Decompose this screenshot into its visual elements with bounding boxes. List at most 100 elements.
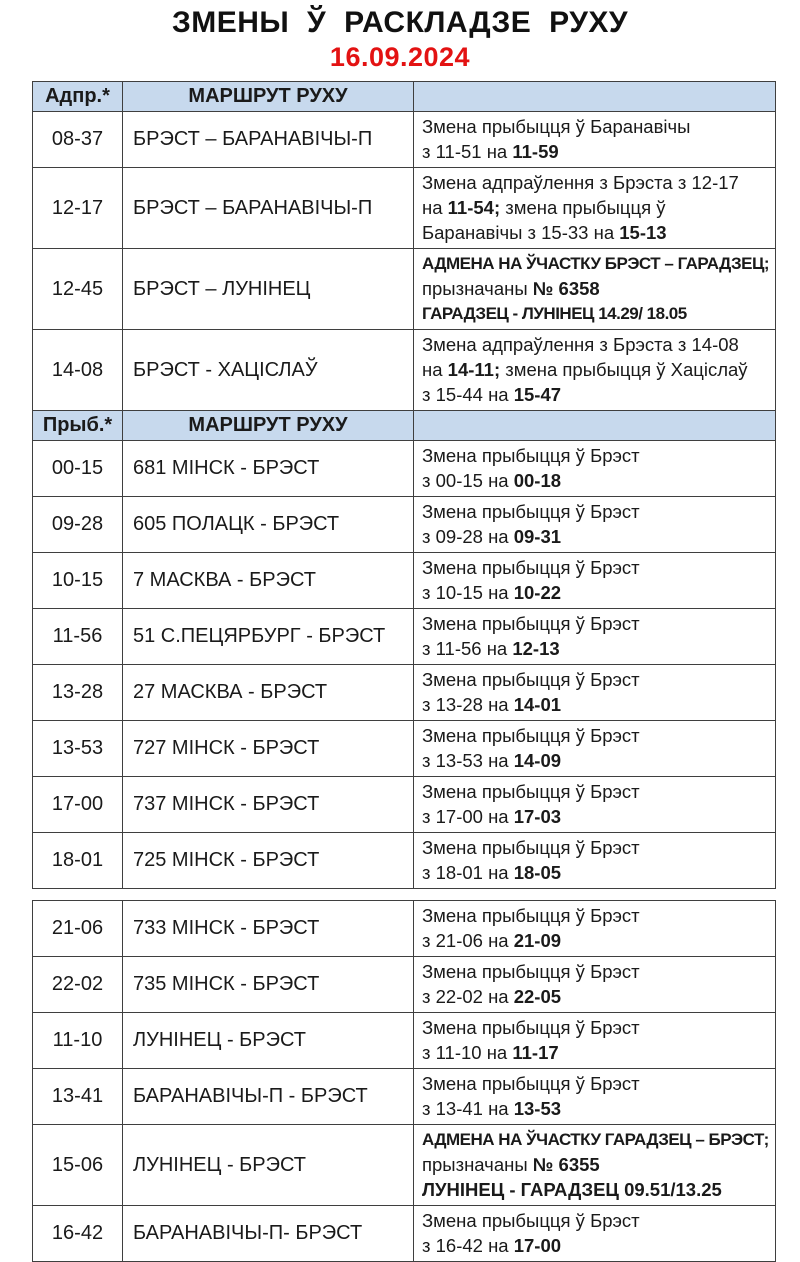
change-cell: Змена прыбыцця ў Брэст з 00-15 на 00-18 (413, 440, 776, 497)
change-line: з 11-56 на 12-13 (422, 638, 560, 659)
change-line: ГАРАДЗЕЦ - ЛУНІНЕЦ 14.29/ 18.05 (422, 304, 687, 323)
route-cell: БРЭСТ – БАРАНАВІЧЫ-П (122, 111, 414, 168)
change-cell: Змена прыбыцця ў Брэст з 09-28 на 09-31 (413, 496, 776, 553)
route-cell: БРЭСТ – ЛУНІНЕЦ (122, 248, 414, 330)
route-cell: 605 ПОЛАЦК - БРЭСТ (122, 496, 414, 553)
change-line: Змена прыбыцця ў Брэст (422, 557, 640, 578)
schedule-row: 08-37 БРЭСТ – БАРАНАВІЧЫ-П Змена прыбыцця … (32, 111, 776, 168)
schedule-row: 18-01 725 МІНСК - БРЭСТ Змена прыбыцця ў Б… (32, 832, 776, 889)
time-cell: 08-37 (32, 111, 123, 168)
section-header-row: Прыб.* МАРШРУТ РУХУ (32, 410, 776, 441)
route-cell: 51 С.ПЕЦЯРБУРГ - БРЭСТ (122, 608, 414, 665)
change-line: з 11-10 на 11-17 (422, 1042, 559, 1063)
route-cell: 725 МІНСК - БРЭСТ (122, 832, 414, 889)
time-cell: 11-56 (32, 608, 123, 665)
schedule-table-2-body: 21-06 733 МІНСК - БРЭСТ Змена прыбыцця ў Б… (32, 900, 776, 1262)
time-cell: 14-08 (32, 329, 123, 411)
change-cell: Змена прыбыцця ў Баранавічы з 11-51 на 11… (413, 111, 776, 168)
change-line: АДМЕНА НА ЎЧАСТКУ ГАРАДЗЕЦ – БРЭСТ; (422, 1130, 769, 1149)
change-cell: АДМЕНА НА ЎЧАСТКУ БРЭСТ – ГАРАДЗЕЦ; прызн… (413, 248, 776, 330)
change-cell: Змена адпраўлення з Брэста з 12-17 на 11-… (413, 167, 776, 249)
time-cell: 09-28 (32, 496, 123, 553)
change-line: АДМЕНА НА ЎЧАСТКУ БРЭСТ – ГАРАДЗЕЦ; (422, 254, 770, 273)
change-line: Змена прыбыцця ў Брэст (422, 445, 640, 466)
change-line: прызначаны № 6358 (422, 278, 600, 299)
route-cell: БРЭСТ – БАРАНАВІЧЫ-П (122, 167, 414, 249)
route-cell: БАРАНАВІЧЫ-П- БРЭСТ (122, 1205, 414, 1262)
time-cell: 21-06 (32, 900, 123, 957)
change-line: прызначаны № 6355 (422, 1154, 600, 1175)
section-header-empty (413, 410, 776, 441)
change-line: Змена прыбыцця ў Баранавічы (422, 116, 691, 137)
schedule-table-1: Адпр.* МАРШРУТ РУХУ 08-37 БРЭСТ – БАРАНАВІЧ… (32, 81, 776, 889)
change-line: з 09-28 на 09-31 (422, 526, 562, 547)
change-cell: Змена прыбыцця ў Брэст з 11-56 на 12-13 (413, 608, 776, 665)
change-line: на 14-11; змена прыбыцця ў Хаціслаў (422, 359, 748, 380)
section-header-route: МАРШРУТ РУХУ (122, 81, 414, 112)
schedule-table-2: 21-06 733 МІНСК - БРЭСТ Змена прыбыцця ў Б… (32, 900, 776, 1262)
change-line: з 13-53 на 14-09 (422, 750, 562, 771)
time-cell: 15-06 (32, 1124, 123, 1206)
change-line: Змена прыбыцця ў Брэст (422, 501, 640, 522)
section-header-row: Адпр.* МАРШРУТ РУХУ (32, 81, 776, 112)
time-cell: 18-01 (32, 832, 123, 889)
change-line: Баранавічы з 15-33 на 15-13 (422, 222, 667, 243)
change-line: Змена прыбыцця ў Брэст (422, 725, 640, 746)
change-line: Змена прыбыцця ў Брэст (422, 905, 640, 926)
change-cell: Змена прыбыцця ў Брэст з 22-02 на 22-05 (413, 956, 776, 1013)
route-cell: 737 МІНСК - БРЭСТ (122, 776, 414, 833)
time-cell: 00-15 (32, 440, 123, 497)
time-cell: 17-00 (32, 776, 123, 833)
schedule-row: 16-42 БАРАНАВІЧЫ-П- БРЭСТ Змена прыбыцця ў… (32, 1205, 776, 1262)
schedule-date: 16.09.2024 (329, 42, 471, 72)
schedule-row: 17-00 737 МІНСК - БРЭСТ Змена прыбыцця ў Б… (32, 776, 776, 833)
schedule-row: 00-15 681 МІНСК - БРЭСТ Змена прыбыцця ў Б… (32, 440, 776, 497)
change-cell: Змена адпраўлення з Брэста з 14-08 на 14-… (413, 329, 776, 411)
change-line: ЛУНІНЕЦ - ГАРАДЗЕЦ 09.51/13.25 (422, 1179, 722, 1200)
route-cell: 735 МІНСК - БРЭСТ (122, 956, 414, 1013)
schedule-row: 09-28 605 ПОЛАЦК - БРЭСТ Змена прыбыцця ў … (32, 496, 776, 553)
change-line: з 22-02 на 22-05 (422, 986, 562, 1007)
section-header-time: Адпр.* (32, 81, 123, 112)
schedule-row: 12-17 БРЭСТ – БАРАНАВІЧЫ-П Змена адпраўлен… (32, 167, 776, 249)
time-cell: 16-42 (32, 1205, 123, 1262)
change-line: з 13-28 на 14-01 (422, 694, 562, 715)
time-cell: 10-15 (32, 552, 123, 609)
section-header-empty (413, 81, 776, 112)
schedule-row: 13-53 727 МІНСК - БРЭСТ Змена прыбыцця ў Б… (32, 720, 776, 777)
schedule-row: 14-08 БРЭСТ - ХАЦІСЛАЎ Змена адпраўлення з… (32, 329, 776, 411)
change-cell: Змена прыбыцця ў Брэст з 11-10 на 11-17 (413, 1012, 776, 1069)
route-cell: 7 МАСКВА - БРЭСТ (122, 552, 414, 609)
schedule-row: 13-41 БАРАНАВІЧЫ-П - БРЭСТ Змена прыбыцця … (32, 1068, 776, 1125)
schedule-row: 13-28 27 МАСКВА - БРЭСТ Змена прыбыцця ў Б… (32, 664, 776, 721)
time-cell: 12-17 (32, 167, 123, 249)
route-cell: 733 МІНСК - БРЭСТ (122, 900, 414, 957)
route-cell: БРЭСТ - ХАЦІСЛАЎ (122, 329, 414, 411)
change-line: Змена прыбыцця ў Брэст (422, 669, 640, 690)
time-cell: 13-28 (32, 664, 123, 721)
schedule-row: 21-06 733 МІНСК - БРЭСТ Змена прыбыцця ў Б… (32, 900, 776, 957)
time-cell: 13-41 (32, 1068, 123, 1125)
time-cell: 12-45 (32, 248, 123, 330)
change-cell: АДМЕНА НА ЎЧАСТКУ ГАРАДЗЕЦ – БРЭСТ; прызн… (413, 1124, 776, 1206)
change-line: на 11-54; змена прыбыцця ў (422, 197, 666, 218)
route-cell: 681 МІНСК - БРЭСТ (122, 440, 414, 497)
route-cell: БАРАНАВІЧЫ-П - БРЭСТ (122, 1068, 414, 1125)
route-cell: ЛУНІНЕЦ - БРЭСТ (122, 1012, 414, 1069)
change-line: Змена адпраўлення з Брэста з 12-17 (422, 172, 739, 193)
change-line: Змена прыбыцця ў Брэст (422, 613, 640, 634)
change-line: Змена адпраўлення з Брэста з 14-08 (422, 334, 739, 355)
change-cell: Змена прыбыцця ў Брэст з 13-41 на 13-53 (413, 1068, 776, 1125)
schedule-row: 11-10 ЛУНІНЕЦ - БРЭСТ Змена прыбыцця ў Брэ… (32, 1012, 776, 1069)
section-header-time: Прыб.* (32, 410, 123, 441)
schedule-row: 11-56 51 С.ПЕЦЯРБУРГ - БРЭСТ Змена прыбыцц… (32, 608, 776, 665)
schedule-row: 12-45 БРЭСТ – ЛУНІНЕЦ АДМЕНА НА ЎЧАСТКУ БР… (32, 248, 776, 330)
section-header-route: МАРШРУТ РУХУ (122, 410, 414, 441)
change-cell: Змена прыбыцця ў Брэст з 21-06 на 21-09 (413, 900, 776, 957)
change-line: Змена прыбыцця ў Брэст (422, 1210, 640, 1231)
change-line: з 13-41 на 13-53 (422, 1098, 562, 1119)
change-line: Змена прыбыцця ў Брэст (422, 961, 640, 982)
route-cell: ЛУНІНЕЦ - БРЭСТ (122, 1124, 414, 1206)
change-line: з 15-44 на 15-47 (422, 384, 562, 405)
time-cell: 13-53 (32, 720, 123, 777)
